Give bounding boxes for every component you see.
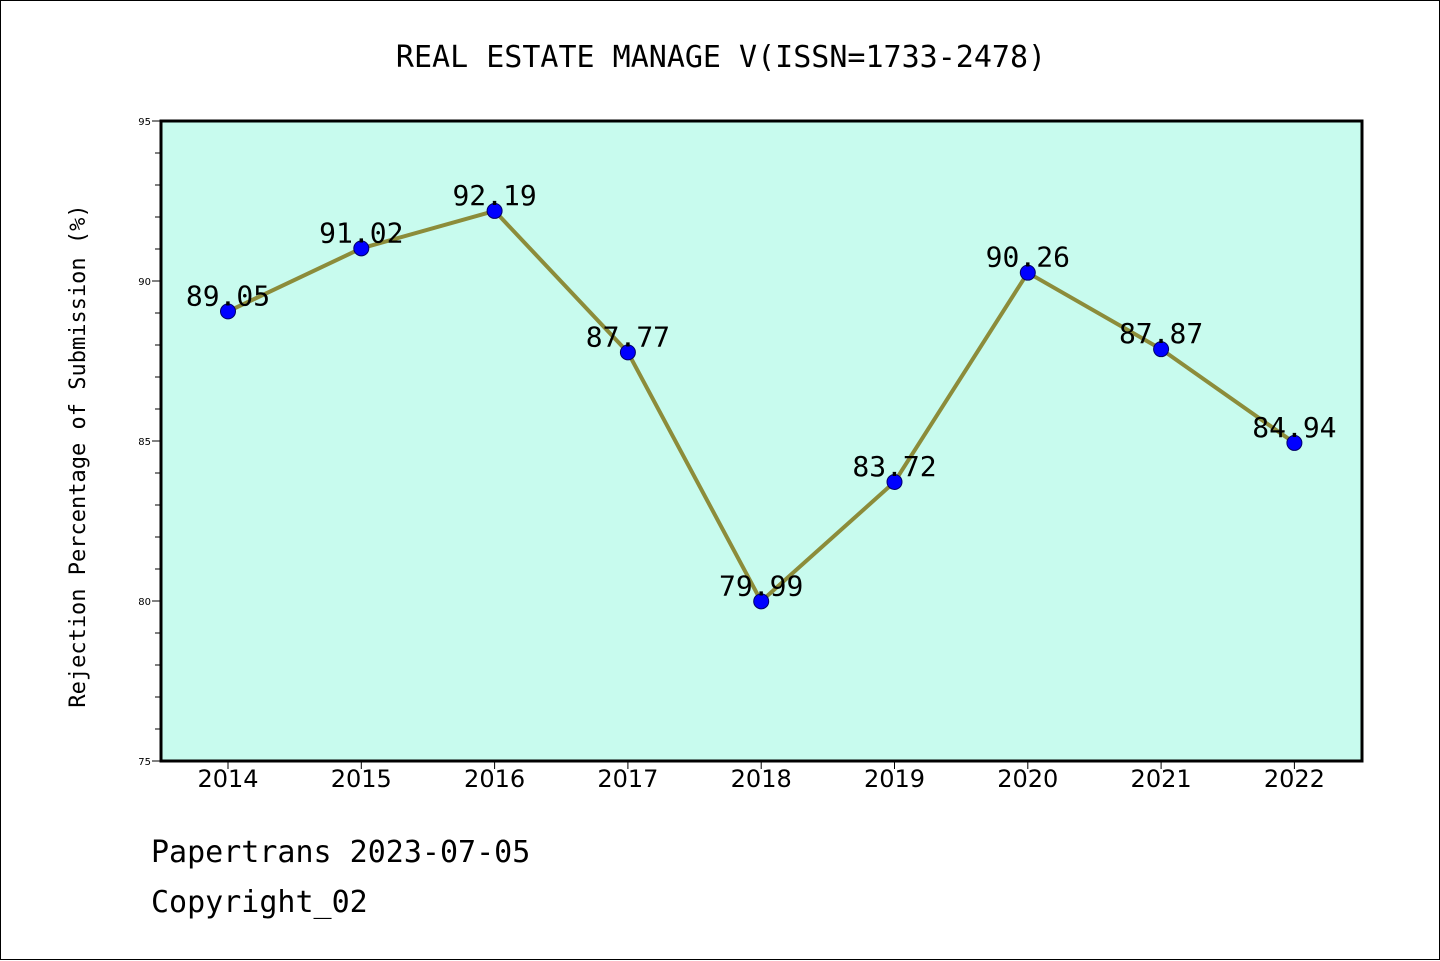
x-tick-label: 2022	[1264, 765, 1325, 793]
data-label-2018: 79.99	[719, 569, 803, 602]
data-point-2020	[1019, 264, 1036, 281]
data-point-2019	[886, 473, 903, 490]
data-point-2021	[1153, 341, 1170, 358]
data-label-2015: 91.02	[319, 216, 403, 249]
data-point-2015	[353, 240, 370, 257]
data-point-2018	[753, 593, 770, 610]
x-tick-label: 2015	[331, 765, 392, 793]
x-tick-label: 2017	[597, 765, 658, 793]
data-label-2017: 87.77	[586, 320, 670, 353]
data-label-2016: 92.19	[452, 179, 536, 212]
data-label-2019: 83.72	[852, 450, 936, 483]
data-label-2014: 89.05	[186, 279, 270, 312]
x-axis-ticks: 2014 2015 2016 2017 2018 2019 2020 2021 2022	[197, 761, 1325, 793]
plot-area	[159, 119, 1364, 763]
y-tick-label: 85	[138, 437, 151, 448]
footer-date: Papertrans 2023-07-05	[151, 835, 531, 870]
data-labels: 89.05 91.02 92.19 87.77 79.99 83.72 90.26 87.87…	[186, 179, 1337, 602]
y-tick-label: 90	[138, 277, 151, 288]
data-label-2022: 84.94	[1252, 411, 1336, 444]
chart-title: REAL ESTATE MANAGE V(ISSN=1733-2478)	[396, 40, 1046, 75]
data-point-2014	[220, 303, 236, 320]
x-tick-label: 2019	[864, 765, 925, 793]
data-label-2021: 87.87	[1119, 317, 1203, 350]
x-tick-label: 2018	[731, 765, 792, 793]
data-points	[220, 202, 1303, 610]
y-tick-label: 75	[138, 757, 151, 768]
y-tick-label: 80	[138, 597, 151, 608]
data-point-2016	[486, 202, 503, 219]
x-tick-label: 2016	[464, 765, 525, 793]
data-point-2017	[619, 344, 636, 361]
y-axis-ticks: 75 80 85 90 95	[138, 117, 161, 768]
footer-copyright: Copyright_02	[151, 885, 368, 920]
y-axis-label: Rejection Percentage of Submission (%)	[66, 204, 91, 707]
x-tick-label: 2020	[997, 765, 1058, 793]
y-tick-label: 95	[138, 117, 151, 128]
data-point-2022	[1286, 434, 1303, 451]
x-tick-label: 2021	[1131, 765, 1192, 793]
x-tick-label: 2014	[197, 765, 258, 793]
data-label-2020: 90.26	[986, 241, 1070, 274]
